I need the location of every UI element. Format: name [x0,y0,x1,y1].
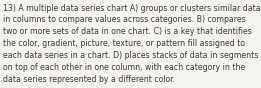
Text: 13) A multiple data series chart A) groups or clusters similar data: 13) A multiple data series chart A) grou… [3,4,261,12]
Text: the color, gradient, picture, texture, or pattern fill assigned to: the color, gradient, picture, texture, o… [3,39,245,48]
Text: two or more sets of data in one chart. C) is a key that identifies: two or more sets of data in one chart. C… [3,27,252,36]
Text: each data series in a chart. D) places stacks of data in segments: each data series in a chart. D) places s… [3,51,258,60]
Text: in columns to compare values across categories. B) compares: in columns to compare values across cate… [3,15,246,24]
Text: data series represented by a different color.: data series represented by a different c… [3,75,175,84]
Text: on top of each other in one column, with each category in the: on top of each other in one column, with… [3,63,245,72]
